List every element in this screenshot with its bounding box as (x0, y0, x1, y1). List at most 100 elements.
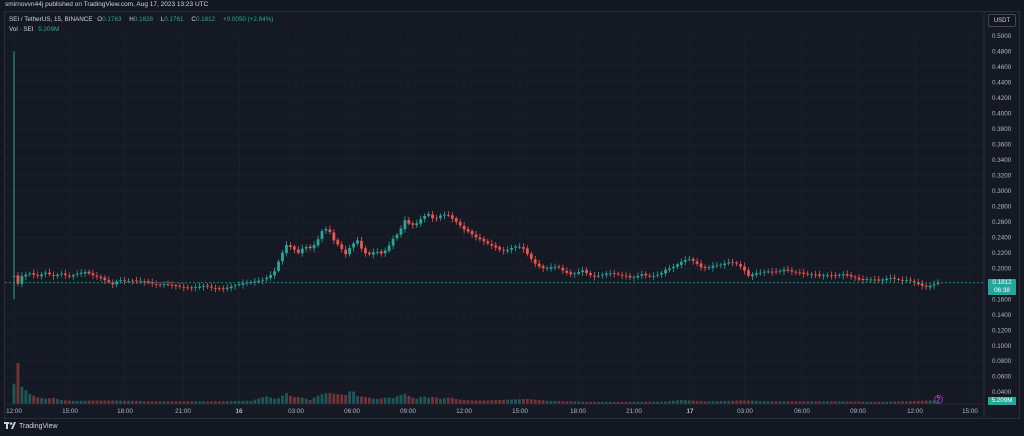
candle-body (419, 219, 423, 224)
volume-bar (375, 398, 379, 404)
volume-bar (127, 400, 130, 404)
volume-bar (514, 399, 517, 404)
candle-body (833, 275, 837, 277)
candle-body (364, 248, 367, 254)
volume-bar (912, 401, 916, 404)
candle-body (644, 273, 648, 276)
candle-body (320, 231, 324, 239)
candle-body (269, 274, 273, 279)
volume-bar (668, 401, 671, 404)
candle-body (198, 286, 201, 288)
candle-body (786, 269, 790, 271)
candle-body (936, 282, 940, 284)
candle-body (292, 246, 296, 250)
volume-bar (67, 400, 71, 404)
candle-body (411, 223, 415, 225)
volume-bar (482, 400, 486, 404)
candle-body (715, 265, 719, 267)
volume-bar (573, 401, 577, 404)
candle-body (616, 273, 620, 275)
volume-bar (672, 400, 675, 404)
lightning-icon[interactable]: ϟ (934, 395, 943, 404)
volume-bar (751, 400, 754, 404)
volume-bar (537, 400, 541, 404)
candle-body (399, 228, 403, 235)
candle-body (59, 273, 63, 275)
candle-body (506, 250, 509, 252)
time-axis[interactable]: 12:00 15:00 18:00 21:00 16 03:00 06:00 09:00 12:… (5, 403, 984, 415)
candle-body (683, 259, 687, 262)
candle-body (822, 275, 825, 277)
volume-bar (285, 392, 288, 404)
candle-body (498, 246, 502, 250)
volume-bar (585, 401, 588, 404)
volume-label[interactable]: Vol · SEI (9, 26, 34, 33)
volume-bar (269, 397, 273, 404)
volume-bar (304, 398, 308, 404)
price-tick: 0.2400 (992, 234, 1012, 241)
volume-bar (300, 397, 304, 404)
volume-bar (711, 401, 715, 404)
volume-bar (431, 397, 434, 404)
price-tick: 0.1600 (992, 296, 1012, 303)
candle-body (600, 274, 604, 276)
candle-body (877, 279, 881, 281)
volume-bar (521, 399, 525, 404)
volume-bar (529, 399, 533, 404)
volume-bar (612, 401, 616, 404)
volume-bar (928, 400, 932, 404)
volume-bar (296, 397, 300, 404)
volume-bar (656, 401, 660, 404)
volume-bar (75, 400, 79, 404)
volume-bar (154, 401, 158, 404)
candle-body (446, 215, 450, 216)
candle-body (628, 275, 632, 278)
candle-body (107, 280, 111, 283)
volume-bar (628, 401, 632, 404)
candle-body (178, 285, 182, 287)
currency-button[interactable]: USDT (988, 14, 1016, 27)
volume-bar (308, 399, 312, 404)
volume-bar (364, 397, 367, 404)
candle-body (336, 239, 340, 245)
volume-bar (407, 395, 411, 404)
candle-body (470, 231, 474, 235)
volume-bar (806, 401, 810, 404)
volume-bar (399, 394, 403, 404)
volume-bar (28, 394, 32, 404)
volume-bar (802, 401, 806, 404)
candle-body (249, 281, 253, 283)
candle-body (431, 214, 434, 219)
candle-body (529, 253, 533, 259)
volume-row: Vol · SEI 5.209M (9, 25, 276, 35)
volume-bar (597, 401, 600, 404)
symbol-title[interactable]: SEI / TetherUS, 15, BINANCE (9, 16, 93, 23)
candle-body (881, 279, 885, 281)
volume-bar (107, 400, 111, 404)
volume-bar (419, 396, 423, 404)
time-tick: 15:00 (62, 408, 78, 415)
current-price-value: 0.1812 (992, 279, 1012, 286)
volume-bar (257, 398, 261, 404)
candle-body (391, 238, 395, 246)
volume-bar (210, 401, 213, 404)
price-axis[interactable]: 0.5000 0.4800 0.4600 0.4400 0.4200 0.4000 0.38… (983, 11, 1012, 419)
candle-body (237, 284, 241, 286)
volume-bar (719, 401, 723, 404)
candle-body (407, 219, 411, 224)
candle-body (612, 273, 616, 274)
volume-bar (281, 395, 284, 404)
volume-bar (450, 397, 454, 404)
volume-bar (699, 401, 703, 404)
candle-body (103, 277, 107, 281)
candle-body (135, 280, 138, 282)
price-tick: 0.2000 (992, 265, 1012, 272)
tradingview-logo[interactable]: TradingView (4, 422, 58, 430)
candle-body (573, 273, 577, 275)
volume-bar (435, 397, 438, 404)
chart-frame[interactable] (4, 11, 1020, 419)
candle-body (395, 234, 399, 239)
candle-body (328, 229, 332, 233)
volume-bar (391, 398, 395, 404)
